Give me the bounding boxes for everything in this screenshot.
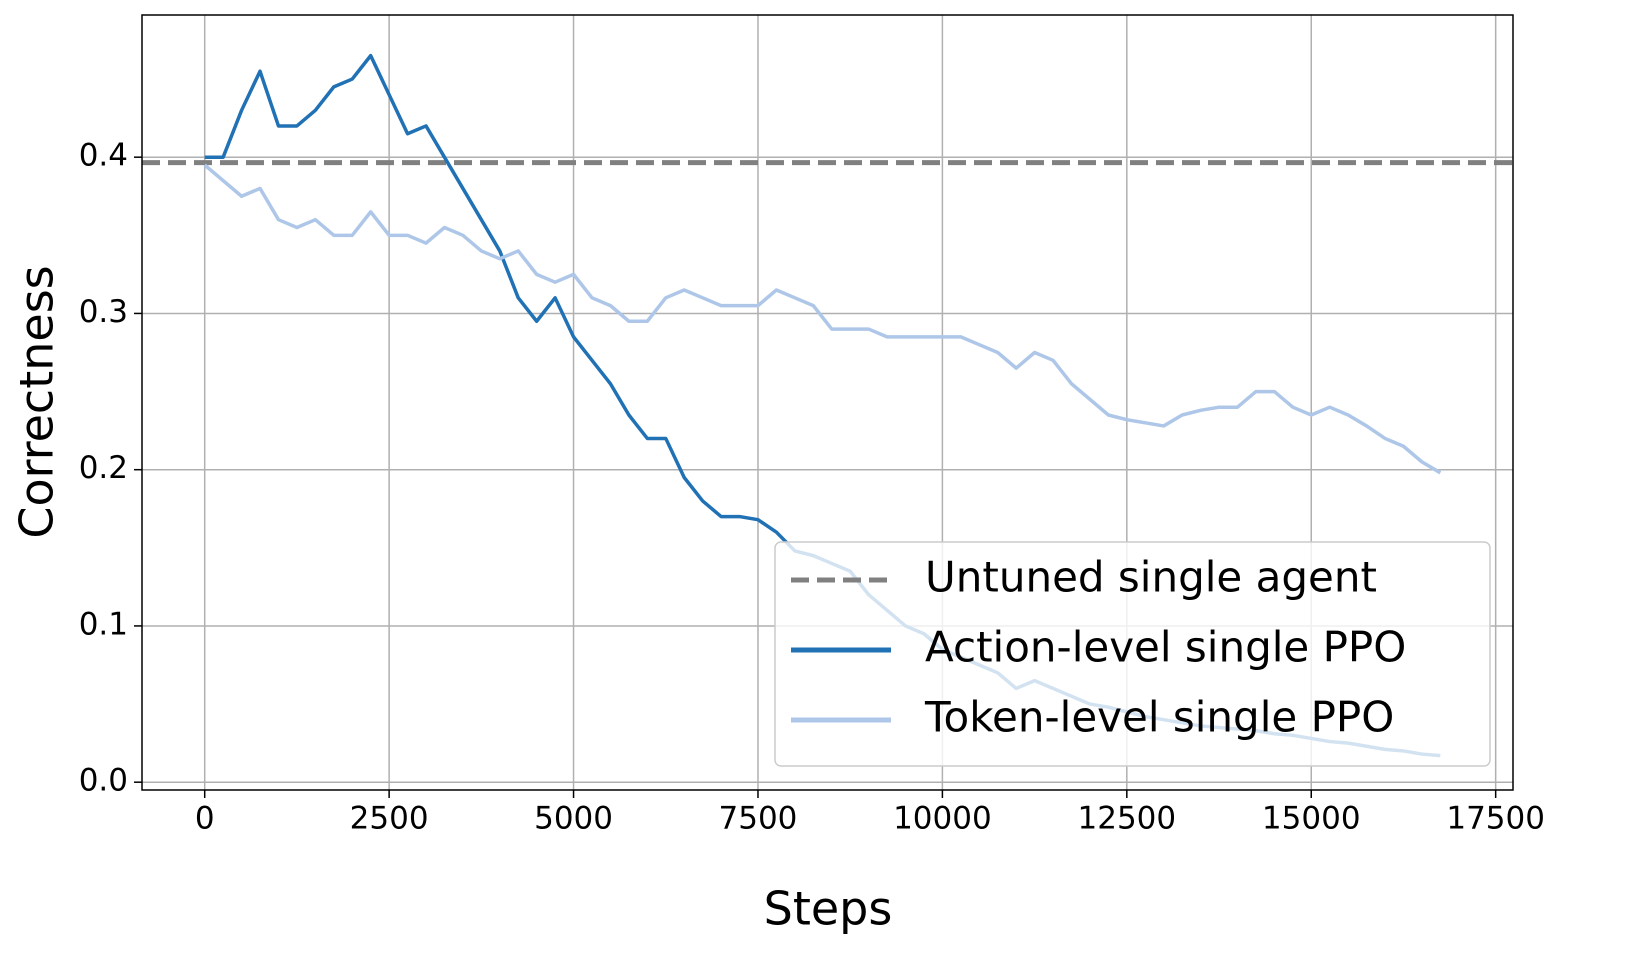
x-tick-label: 0 [195,801,215,837]
legend-box [774,541,1491,767]
x-tick-label: 15000 [1262,801,1361,837]
x-tick-label: 7500 [719,801,798,837]
x-axis-label: Steps [764,882,893,936]
x-tick-label: 2500 [350,801,429,837]
y-tick-label: 0.3 [79,294,128,330]
y-tick-label: 0.1 [79,606,128,642]
plot-frame [141,14,1514,791]
x-tick-label: 17500 [1446,801,1545,837]
series-line [203,163,1442,475]
y-tick-label: 0.2 [79,450,128,486]
legend-label: Token-level single PPO [924,693,1394,742]
legend-label: Action-level single PPO [925,623,1406,672]
x-tick-label: 12500 [1078,801,1177,837]
y-axis-label: Correctness [10,265,64,538]
x-tick-label: 10000 [893,801,992,837]
y-tick-label: 0.0 [79,763,128,799]
y-tick-label: 0.4 [79,138,128,174]
legend-label: Untuned single agent [925,553,1377,602]
x-tick-label: 5000 [534,801,613,837]
